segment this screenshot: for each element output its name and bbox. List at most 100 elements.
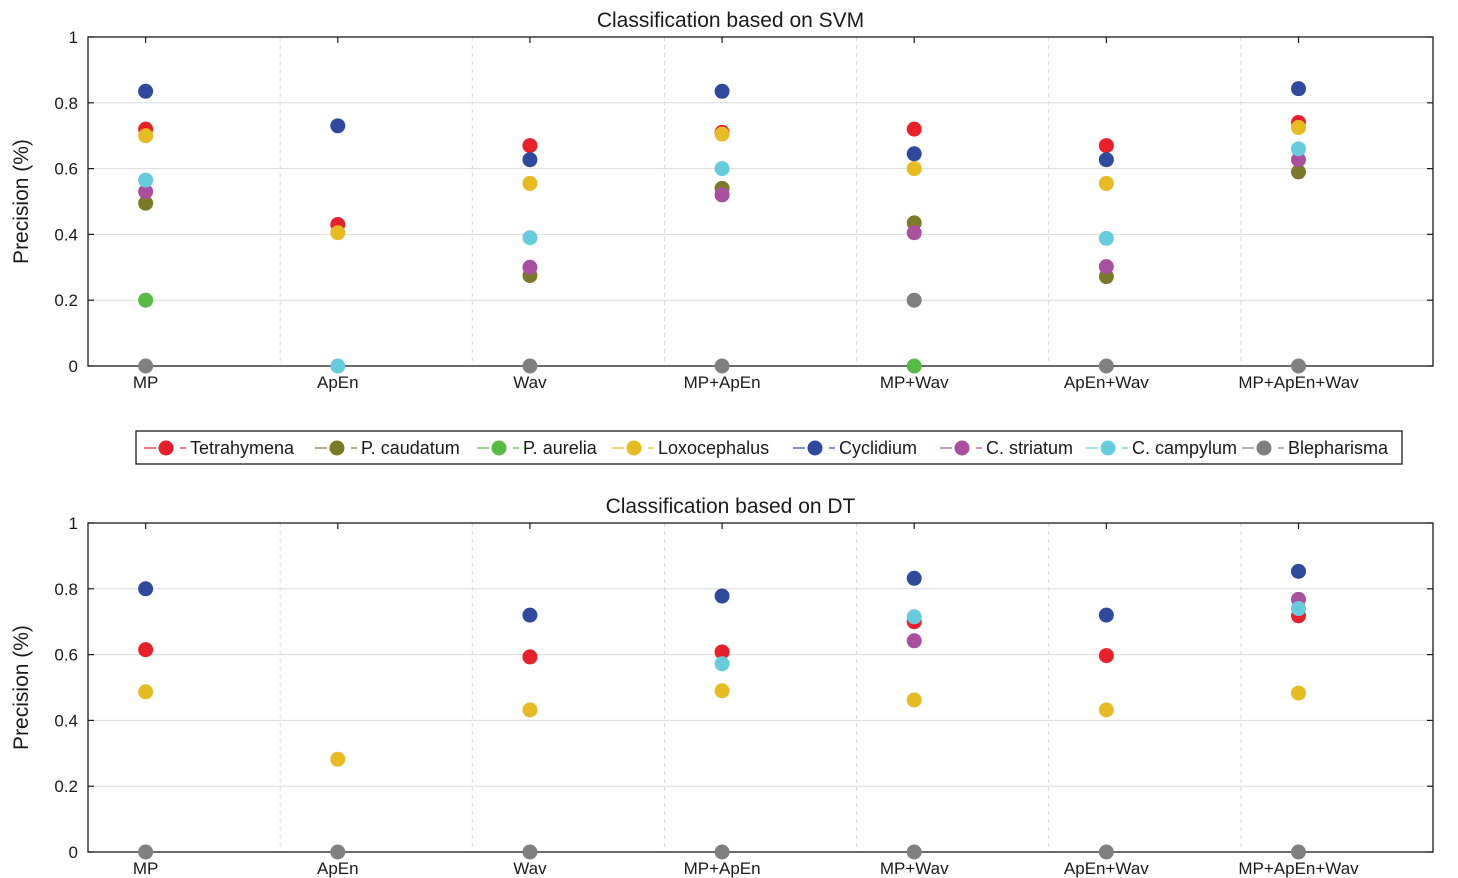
- point-c-campylum-apen: [330, 358, 346, 374]
- point-loxocephalus-apen-wav: [1098, 702, 1114, 718]
- point-loxocephalus-mp-apen-wav: [1291, 119, 1306, 135]
- point-tetrahymena-wav: [522, 649, 538, 665]
- x-tick-label-apen: ApEn: [317, 859, 359, 878]
- point-p-caudatum-mp-apen-wav: [1291, 164, 1306, 180]
- y-tick-label: 0: [69, 843, 78, 862]
- legend-marker-blepharisma: [1256, 440, 1272, 456]
- point-cyclidium-apen-wav: [1098, 607, 1114, 623]
- x-tick-label-mp-apen-wav: MP+ApEn+Wav: [1238, 373, 1359, 392]
- y-tick-label: 1: [69, 514, 78, 533]
- legend-marker-c-striatum: [954, 440, 970, 456]
- point-blepharisma-mp: [138, 358, 154, 374]
- point-blepharisma-wav: [522, 844, 538, 860]
- x-tick-label-mp-apen: MP+ApEn: [684, 859, 761, 878]
- point-c-striatum-mp-apen: [714, 187, 730, 203]
- point-blepharisma-apen: [330, 844, 346, 860]
- point-loxocephalus-mp-apen: [714, 126, 730, 142]
- legend-box: [135, 430, 1403, 465]
- legend-label-tetrahymena: Tetrahymena: [190, 438, 295, 458]
- legend-marker-p-caudatum: [329, 440, 345, 456]
- point-c-campylum-mp: [138, 172, 154, 188]
- point-blepharisma-wav: [522, 358, 538, 374]
- chart-title: Classification based on DT: [606, 495, 856, 518]
- x-tick-label-wav: Wav: [513, 859, 547, 878]
- y-tick-label: 1: [69, 28, 78, 47]
- x-tick-label-mp: MP: [133, 859, 159, 878]
- point-tetrahymena-mp: [138, 642, 154, 658]
- legend-label-c-striatum: C. striatum: [986, 438, 1073, 458]
- y-tick-label: 0.8: [54, 580, 78, 599]
- point-c-striatum-mp-wav: [906, 225, 922, 241]
- legend-label-p-caudatum: P. caudatum: [361, 438, 460, 458]
- point-loxocephalus-mp-wav: [906, 692, 922, 708]
- x-tick-label-mp-wav: MP+Wav: [880, 373, 949, 392]
- plot-frame: [87, 36, 1434, 367]
- point-c-striatum-apen-wav: [1098, 259, 1114, 275]
- point-blepharisma-apen-wav: [1098, 358, 1114, 374]
- point-c-campylum-mp-apen-wav: [1291, 141, 1306, 157]
- point-cyclidium-apen: [330, 118, 346, 134]
- point-tetrahymena-wav: [522, 138, 538, 154]
- point-c-campylum-mp-wav: [906, 609, 922, 625]
- x-tick-label-mp-wav: MP+Wav: [880, 859, 949, 878]
- point-cyclidium-mp: [138, 581, 154, 597]
- legend-marker-p-aurelia: [491, 440, 507, 456]
- legend: Tetrahymena P. caudatum P. aurelia Loxoceph…: [135, 430, 1403, 465]
- y-tick-label: 0: [69, 357, 78, 376]
- point-tetrahymena-apen-wav: [1098, 138, 1114, 154]
- legend-marker-tetrahymena: [158, 440, 174, 456]
- point-blepharisma-mp: [138, 844, 154, 860]
- point-p-caudatum-mp: [138, 195, 154, 211]
- point-c-campylum-wav: [522, 230, 538, 246]
- y-tick-label: 0.2: [54, 291, 78, 310]
- point-p-aurelia-mp: [138, 292, 154, 308]
- legend-marker-c-campylum: [1100, 440, 1116, 456]
- y-axis-label: Precision (%): [10, 625, 33, 750]
- point-c-campylum-mp-apen: [714, 656, 730, 672]
- legend-marker-loxocephalus: [626, 440, 642, 456]
- point-cyclidium-wav: [522, 152, 538, 168]
- legend-label-cyclidium: Cyclidium: [839, 438, 917, 458]
- point-blepharisma-mp-apen: [714, 844, 730, 860]
- plot-frame: [87, 522, 1434, 853]
- point-cyclidium-mp-wav: [906, 570, 922, 586]
- x-tick-label-wav: Wav: [513, 373, 547, 392]
- point-cyclidium-mp-apen-wav: [1291, 563, 1306, 579]
- y-tick-label: 0.8: [54, 94, 78, 113]
- legend-marker-cyclidium: [807, 440, 823, 456]
- point-cyclidium-mp-apen: [714, 588, 730, 604]
- point-loxocephalus-apen-wav: [1098, 175, 1114, 191]
- point-cyclidium-mp: [138, 83, 154, 99]
- point-blepharisma-mp-apen-wav: [1291, 844, 1306, 860]
- x-tick-label-apen-wav: ApEn+Wav: [1064, 373, 1149, 392]
- point-cyclidium-mp-apen: [714, 83, 730, 99]
- legend-label-blepharisma: Blepharisma: [1288, 438, 1389, 458]
- y-tick-label: 0.2: [54, 777, 78, 796]
- point-loxocephalus-mp-apen: [714, 683, 730, 699]
- point-loxocephalus-wav: [522, 175, 538, 191]
- svm-chart: 0 0.2 0.4 0.6 0.8 1 MP ApEn Wav MP+ApEn MP+Wav ApEn…: [10, 9, 1434, 392]
- point-c-striatum-mp-wav: [906, 633, 922, 649]
- point-c-striatum-mp: [138, 184, 154, 200]
- point-cyclidium-apen-wav: [1098, 152, 1114, 168]
- point-loxocephalus-apen: [330, 225, 346, 241]
- legend-label-p-aurelia: P. aurelia: [523, 438, 598, 458]
- point-loxocephalus-wav: [522, 702, 538, 718]
- dt-chart: 0 0.2 0.4 0.6 0.8 1 MP ApEn Wav MP+ApEn MP+Wav ApEn…: [10, 495, 1434, 878]
- legend-label-c-campylum: C. campylum: [1132, 438, 1237, 458]
- y-tick-label: 0.6: [54, 646, 78, 665]
- y-tick-label: 0.4: [54, 225, 78, 244]
- x-tick-label-apen: ApEn: [317, 373, 359, 392]
- x-tick-label-mp-apen: MP+ApEn: [684, 373, 761, 392]
- point-c-campylum-mp-apen-wav: [1291, 601, 1306, 617]
- point-c-campylum-apen-wav: [1098, 230, 1114, 246]
- point-blepharisma-mp-apen: [714, 358, 730, 374]
- y-axis-label: Precision (%): [10, 139, 33, 264]
- point-blepharisma-mp-apen-wav: [1291, 358, 1306, 374]
- point-loxocephalus-mp: [138, 684, 154, 700]
- x-tick-label-apen-wav: ApEn+Wav: [1064, 859, 1149, 878]
- point-loxocephalus-apen: [330, 751, 346, 767]
- point-loxocephalus-mp-apen-wav: [1291, 685, 1306, 701]
- chart-title: Classification based on SVM: [597, 9, 864, 32]
- point-c-campylum-mp-apen: [714, 161, 730, 177]
